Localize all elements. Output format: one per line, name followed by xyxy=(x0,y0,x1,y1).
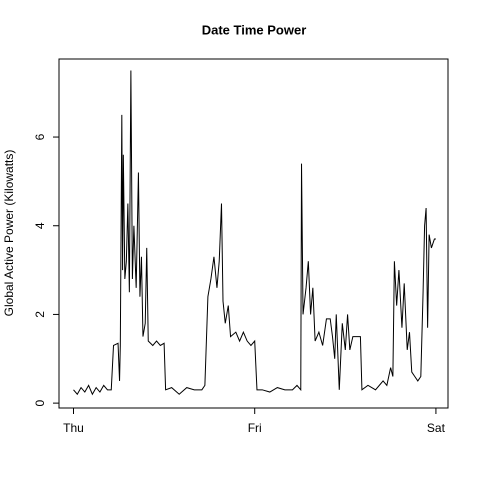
y-tick-label: 6 xyxy=(33,133,47,140)
y-axis-label: Global Active Power (Kilowatts) xyxy=(2,150,16,317)
y-tick-label: 0 xyxy=(33,399,47,406)
x-tick-label: Thu xyxy=(63,421,84,435)
power-line xyxy=(73,70,436,396)
x-tick-label: Fri xyxy=(248,421,262,435)
y-tick-label: 4 xyxy=(33,222,47,229)
y-tick-label: 2 xyxy=(33,311,47,318)
plot-box xyxy=(58,58,449,409)
x-tick-label: Sat xyxy=(427,421,446,435)
chart-title: Date Time Power xyxy=(202,22,307,37)
